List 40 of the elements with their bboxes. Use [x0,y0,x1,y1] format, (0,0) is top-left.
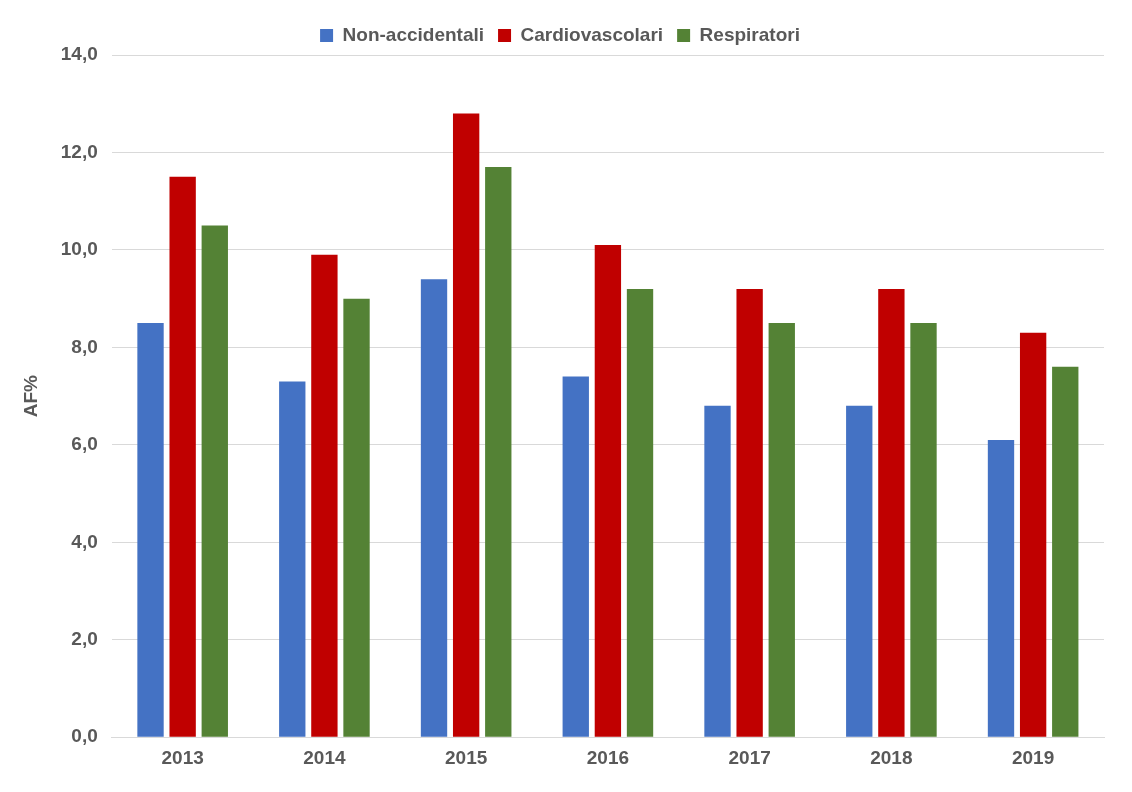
bar [201,225,228,737]
bar [878,288,905,737]
y-tick-label: 12,0 [60,140,98,162]
legend-label: Cardiovascolari [520,23,664,45]
bar [736,288,763,737]
bar [343,298,370,737]
bar [137,323,164,737]
y-tick-label: 2,0 [71,627,98,649]
bar [562,376,589,737]
bar [169,176,196,737]
y-tick-label: 8,0 [71,335,98,357]
bar [485,167,512,737]
bar [452,113,480,737]
bar [1019,332,1047,737]
bar [594,245,622,737]
x-tick-label: 2016 [586,746,630,768]
x-tick-label: 2018 [870,746,913,768]
y-tick-label: 10,0 [60,238,98,260]
bar [846,405,873,737]
bar [987,439,1015,737]
y-tick-label: 6,0 [71,433,98,455]
y-axis-title: AF% [19,374,41,418]
bar [1052,366,1079,737]
y-tick-label: 0,0 [71,725,98,747]
bar [420,279,448,737]
bar [626,288,654,737]
bar [910,323,937,737]
y-tick-label: 14,0 [60,43,98,65]
y-tick-label: 4,0 [71,530,98,552]
legend-label: Non-accidentali [342,23,485,45]
bar [311,254,338,737]
x-tick-label: 2014 [303,746,346,768]
bar [768,323,795,737]
bar [704,405,731,737]
x-tick-label: 2015 [445,746,488,768]
legend-label: Respiratori [699,23,800,45]
x-tick-label: 2019 [1011,746,1055,768]
bar [279,381,306,737]
x-tick-label: 2017 [728,746,771,768]
x-tick-label: 2013 [161,746,204,768]
